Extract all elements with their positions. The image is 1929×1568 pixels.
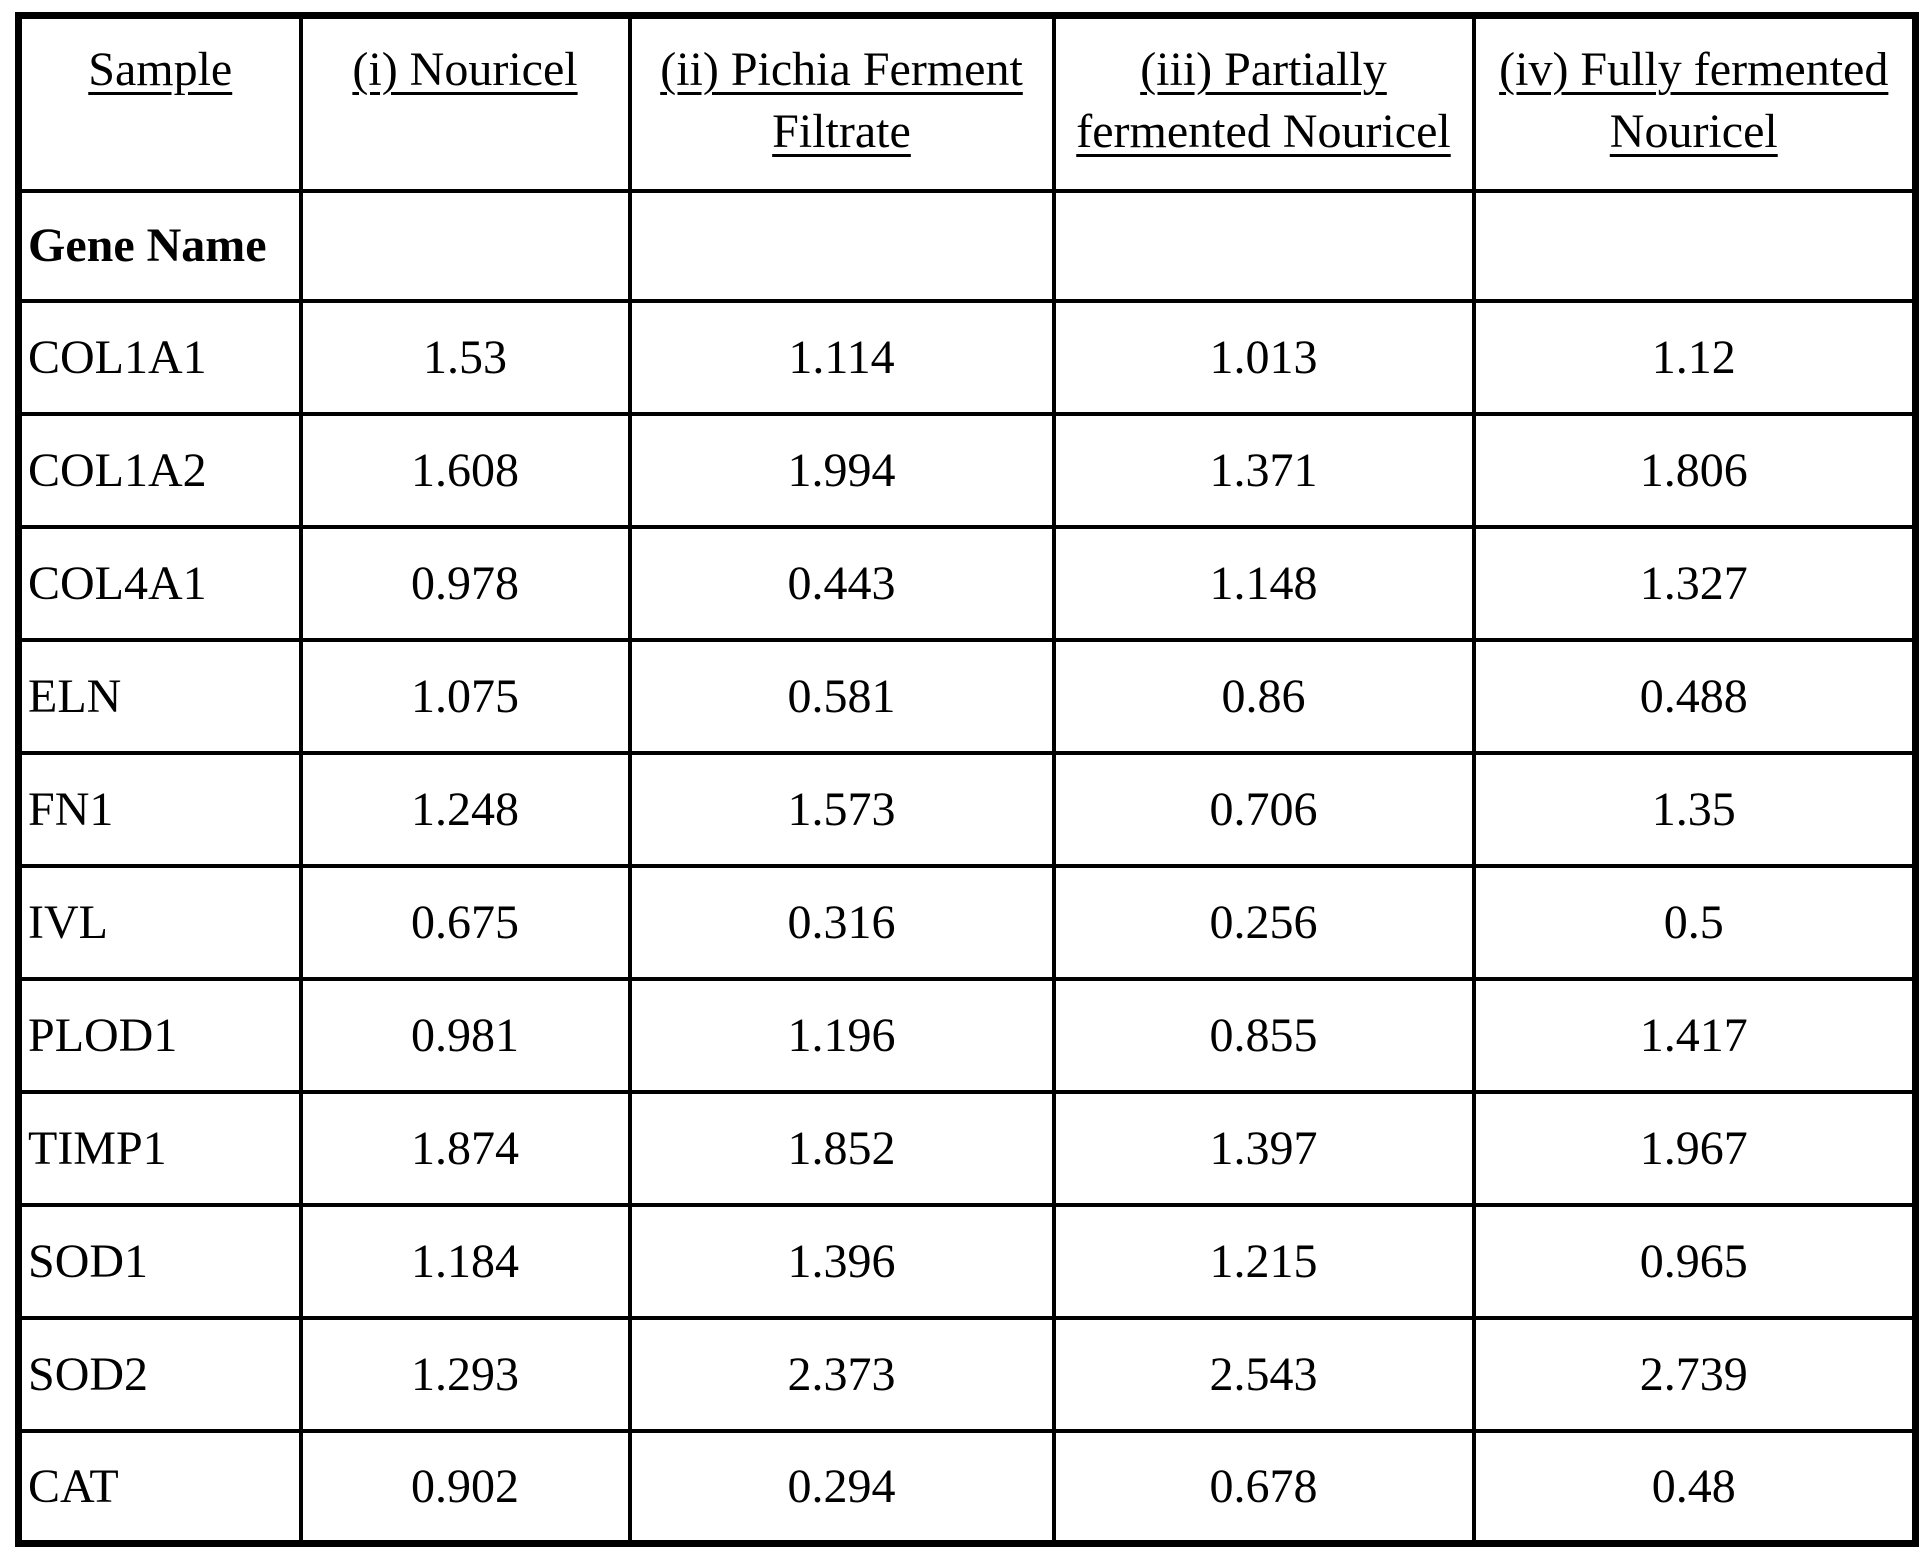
value-cell: 0.706 xyxy=(1051,750,1476,868)
table-row: ELN 1.075 0.581 0.86 0.488 xyxy=(16,637,1918,755)
value-cell: 0.488 xyxy=(1471,637,1918,755)
value-cell: 1.852 xyxy=(627,1089,1056,1207)
value-cell: 0.965 xyxy=(1471,1202,1918,1320)
table-row: COL1A1 1.53 1.114 1.013 1.12 xyxy=(16,298,1918,416)
gene-name-cell: SOD2 xyxy=(16,1315,303,1433)
value-cell: 1.148 xyxy=(1051,524,1476,642)
value-cell: 1.35 xyxy=(1471,750,1918,868)
gene-name-cell: COL1A1 xyxy=(16,298,303,416)
value-cell: 1.248 xyxy=(298,750,632,868)
header-row: Sample (i) Nouricel (ii) Pichia Ferment … xyxy=(16,13,1918,193)
value-cell: 0.678 xyxy=(1051,1428,1476,1546)
table-row: PLOD1 0.981 1.196 0.855 1.417 xyxy=(16,976,1918,1094)
table-row: SOD1 1.184 1.396 1.215 0.965 xyxy=(16,1202,1918,1320)
value-cell: 1.215 xyxy=(1051,1202,1476,1320)
value-cell: 2.543 xyxy=(1051,1315,1476,1433)
gene-name-cell: ELN xyxy=(16,637,303,755)
value-cell: 1.327 xyxy=(1471,524,1918,642)
table-row: SOD2 1.293 2.373 2.543 2.739 xyxy=(16,1315,1918,1433)
value-cell: 1.184 xyxy=(298,1202,632,1320)
table-row: COL1A2 1.608 1.994 1.371 1.806 xyxy=(16,411,1918,529)
value-cell: 1.53 xyxy=(298,298,632,416)
gene-name-cell: CAT xyxy=(16,1428,303,1546)
value-cell: 0.316 xyxy=(627,863,1056,981)
value-cell: 0.981 xyxy=(298,976,632,1094)
gene-name-cell: TIMP1 xyxy=(16,1089,303,1207)
value-cell: 1.967 xyxy=(1471,1089,1918,1207)
value-cell: 1.075 xyxy=(298,637,632,755)
column-header-pichia-ferment-filtrate: (ii) Pichia Ferment Filtrate xyxy=(627,13,1056,193)
table-row: IVL 0.675 0.316 0.256 0.5 xyxy=(16,863,1918,981)
table-row: COL4A1 0.978 0.443 1.148 1.327 xyxy=(16,524,1918,642)
table-body: Gene Name COL1A1 1.53 1.114 1.013 1.12 COL1A2… xyxy=(16,188,1918,1546)
value-cell: 1.196 xyxy=(627,976,1056,1094)
value-cell: 1.608 xyxy=(298,411,632,529)
value-cell: 0.443 xyxy=(627,524,1056,642)
value-cell: 1.806 xyxy=(1471,411,1918,529)
value-cell: 1.013 xyxy=(1051,298,1476,416)
gene-name-cell: SOD1 xyxy=(16,1202,303,1320)
gene-name-cell: FN1 xyxy=(16,750,303,868)
value-cell: 0.855 xyxy=(1051,976,1476,1094)
value-cell: 1.994 xyxy=(627,411,1056,529)
value-cell: 0.675 xyxy=(298,863,632,981)
column-header-fully-fermented-nouricel: (iv) Fully fermented Nouricel xyxy=(1471,13,1918,193)
gene-name-cell: COL1A2 xyxy=(16,411,303,529)
gene-name-cell: PLOD1 xyxy=(16,976,303,1094)
value-cell: 1.12 xyxy=(1471,298,1918,416)
value-cell: 1.417 xyxy=(1471,976,1918,1094)
empty-cell xyxy=(1051,188,1476,303)
value-cell: 1.371 xyxy=(1051,411,1476,529)
value-cell: 1.114 xyxy=(627,298,1056,416)
gene-name-label-row: Gene Name xyxy=(16,188,1918,303)
empty-cell xyxy=(627,188,1056,303)
table-row: TIMP1 1.874 1.852 1.397 1.967 xyxy=(16,1089,1918,1207)
empty-cell xyxy=(1471,188,1918,303)
gene-name-label-cell: Gene Name xyxy=(16,188,303,303)
gene-name-cell: IVL xyxy=(16,863,303,981)
value-cell: 0.978 xyxy=(298,524,632,642)
table-header: Sample (i) Nouricel (ii) Pichia Ferment … xyxy=(16,13,1918,193)
value-cell: 0.5 xyxy=(1471,863,1918,981)
column-header-sample: Sample xyxy=(16,13,303,193)
value-cell: 1.293 xyxy=(298,1315,632,1433)
value-cell: 1.397 xyxy=(1051,1089,1476,1207)
value-cell: 0.48 xyxy=(1471,1428,1918,1546)
value-cell: 1.874 xyxy=(298,1089,632,1207)
empty-cell xyxy=(298,188,632,303)
value-cell: 0.294 xyxy=(627,1428,1056,1546)
table-row: FN1 1.248 1.573 0.706 1.35 xyxy=(16,750,1918,868)
value-cell: 0.902 xyxy=(298,1428,632,1546)
value-cell: 2.739 xyxy=(1471,1315,1918,1433)
value-cell: 0.581 xyxy=(627,637,1056,755)
value-cell: 0.86 xyxy=(1051,637,1476,755)
gene-expression-table: Sample (i) Nouricel (ii) Pichia Ferment … xyxy=(15,12,1919,1547)
column-header-nouricel: (i) Nouricel xyxy=(298,13,632,193)
gene-name-cell: COL4A1 xyxy=(16,524,303,642)
value-cell: 0.256 xyxy=(1051,863,1476,981)
value-cell: 1.396 xyxy=(627,1202,1056,1320)
column-header-partially-fermented-nouricel: (iii) Partially fermented Nouricel xyxy=(1051,13,1476,193)
value-cell: 1.573 xyxy=(627,750,1056,868)
value-cell: 2.373 xyxy=(627,1315,1056,1433)
table-row: CAT 0.902 0.294 0.678 0.48 xyxy=(16,1428,1918,1546)
